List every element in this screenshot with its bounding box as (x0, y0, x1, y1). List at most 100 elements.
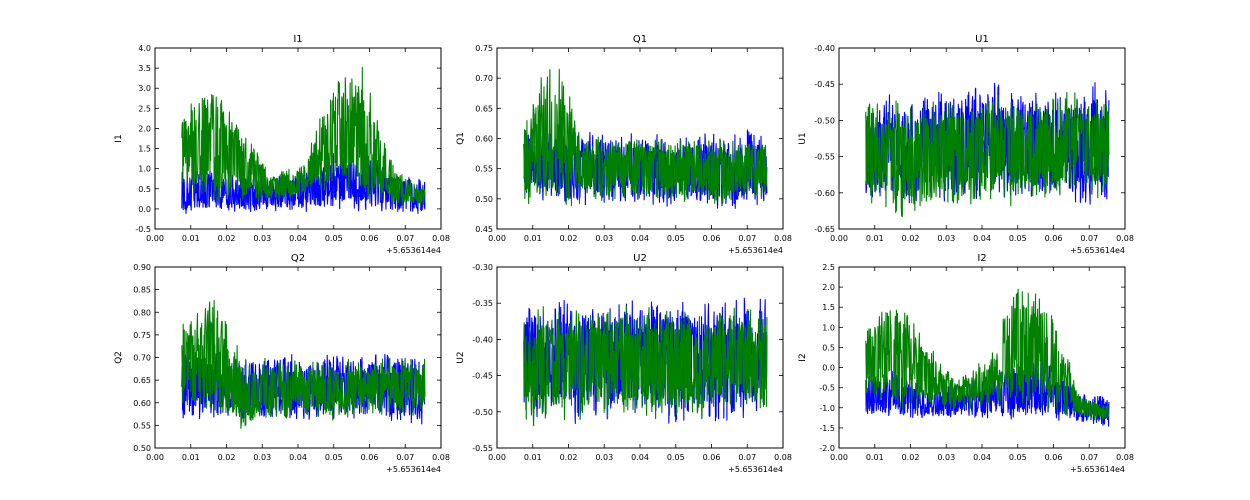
y-tick-label: 0.45 (475, 225, 493, 234)
x-tick-label: 0.01 (182, 234, 200, 243)
x-tick-label: 0.02 (560, 453, 578, 462)
x-tick-label: 0.02 (902, 234, 920, 243)
y-tick-label: 0.5 (822, 343, 835, 352)
x-tick-label: 0.04 (631, 234, 649, 243)
y-tick-label: 3.5 (138, 64, 151, 73)
series-group (181, 299, 426, 429)
series-group (865, 288, 1110, 427)
x-tick-label: 0.07 (396, 453, 414, 462)
subplot-u1: 0.00 0.01 0.02 0.03 0.04 0.05 0.06 0.07 0.08 -0.6… (798, 34, 1134, 255)
x-tick-label: 0.08 (1116, 453, 1134, 462)
y-tick-label: -0.30 (472, 263, 493, 272)
x-tick-label: 0.05 (667, 453, 685, 462)
y-tick-label: 0.70 (133, 354, 151, 363)
y-tick-label: -0.50 (472, 408, 493, 417)
subplot-u2: 0.00 0.01 0.02 0.03 0.04 0.05 0.06 0.07 0.08 -0.5… (456, 253, 792, 474)
series-2-line (523, 68, 768, 207)
y-tick-label: -0.45 (814, 80, 835, 89)
y-tick-label: 2.5 (138, 104, 151, 113)
x-tick-label: 0.04 (289, 453, 307, 462)
y-tick-label: -0.55 (472, 444, 493, 453)
y-tick-label: 0.50 (133, 444, 151, 453)
x-offset-label: +5.653614e4 (386, 246, 441, 255)
x-tick-label: 0.08 (432, 234, 450, 243)
x-tick-label: 0.08 (774, 234, 792, 243)
x-offset-label: +5.653614e4 (1070, 246, 1125, 255)
subplot-title: Q1 (633, 34, 647, 45)
y-tick-label: 0.65 (133, 376, 151, 385)
x-tick-label: 0.01 (182, 453, 200, 462)
series-group (523, 68, 768, 209)
y-tick-label: 2.0 (822, 283, 835, 292)
x-tick-label: 0.01 (866, 234, 884, 243)
x-tick-label: 0.00 (488, 234, 506, 243)
y-tick-label: -0.5 (135, 225, 151, 234)
x-tick-label: 0.00 (830, 453, 848, 462)
y-axis-label: U2 (456, 351, 466, 363)
subplot-title: U2 (633, 253, 647, 264)
x-tick-label: 0.08 (1116, 234, 1134, 243)
y-axis-label: Q1 (456, 132, 466, 145)
x-tick-label: 0.04 (289, 234, 307, 243)
x-tick-label: 0.07 (738, 234, 756, 243)
x-tick-label: 0.06 (1045, 234, 1063, 243)
series-1-line (181, 153, 426, 214)
series-2-line (181, 66, 426, 208)
y-tick-label: 0.55 (133, 421, 151, 430)
x-tick-label: 0.00 (488, 453, 506, 462)
x-tick-label: 0.07 (1080, 234, 1098, 243)
series-2-line (865, 288, 1110, 421)
y-tick-label: -0.60 (814, 189, 835, 198)
series-group (181, 66, 426, 214)
y-tick-label: -0.5 (819, 384, 835, 393)
y-tick-label: 0.85 (133, 286, 151, 295)
y-tick-label: 0.60 (475, 135, 493, 144)
y-tick-label: 1.5 (822, 303, 835, 312)
x-tick-label: 0.02 (902, 453, 920, 462)
x-tick-label: 0.07 (396, 234, 414, 243)
x-tick-label: 0.03 (937, 453, 955, 462)
x-tick-label: 0.05 (1009, 453, 1027, 462)
x-tick-label: 0.00 (146, 234, 164, 243)
x-tick-label: 0.00 (830, 234, 848, 243)
x-tick-label: 0.05 (325, 234, 343, 243)
x-offset-label: +5.653614e4 (386, 465, 441, 474)
y-tick-label: 0.70 (475, 74, 493, 83)
x-tick-label: 0.01 (866, 453, 884, 462)
y-tick-label: 0.90 (133, 263, 151, 272)
x-tick-label: 0.06 (361, 234, 379, 243)
x-tick-label: 0.08 (432, 453, 450, 462)
y-tick-label: 1.5 (138, 145, 151, 154)
y-tick-label: 2.0 (138, 124, 151, 133)
y-tick-label: 1.0 (138, 165, 151, 174)
x-tick-label: 0.03 (595, 453, 613, 462)
y-tick-label: 0.0 (822, 364, 835, 373)
plot-frame (154, 266, 442, 449)
y-tick-label: 0.75 (133, 331, 151, 340)
x-tick-label: 0.07 (738, 453, 756, 462)
subplot-title: I1 (293, 34, 302, 45)
subplot-q2: 0.00 0.01 0.02 0.03 0.04 0.05 0.06 0.07 0.08 0.50… (114, 253, 450, 474)
x-tick-label: 0.06 (361, 453, 379, 462)
x-tick-label: 0.02 (218, 234, 236, 243)
x-tick-label: 0.06 (703, 453, 721, 462)
y-tick-label: -1.0 (819, 404, 835, 413)
y-tick-label: -0.35 (472, 299, 493, 308)
x-tick-label: 0.02 (218, 453, 236, 462)
x-tick-label: 0.05 (325, 453, 343, 462)
y-axis-label: I1 (114, 134, 124, 142)
subplot-title: U1 (975, 34, 989, 45)
y-axis-label: U1 (798, 132, 808, 144)
y-tick-label: -0.40 (472, 335, 493, 344)
y-tick-label: -0.65 (814, 225, 835, 234)
y-tick-label: -2.0 (819, 444, 835, 453)
y-tick-label: 0.0 (138, 205, 151, 214)
y-tick-label: 2.5 (822, 263, 835, 272)
series-group (523, 297, 768, 427)
y-tick-label: 1.0 (822, 323, 835, 332)
subplot-i1: 0.00 0.01 0.02 0.03 0.04 0.05 0.06 0.07 0.08 -0.5… (114, 34, 450, 255)
x-tick-label: 0.05 (667, 234, 685, 243)
subplot-title: Q2 (291, 253, 305, 264)
x-tick-label: 0.04 (973, 453, 991, 462)
